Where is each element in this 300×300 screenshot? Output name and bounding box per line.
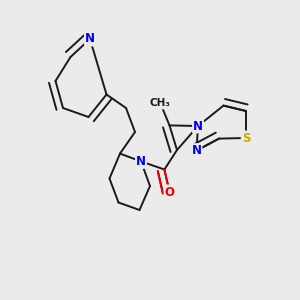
Text: CH₃: CH₃ [150,98,171,109]
Text: N: N [191,144,202,157]
Text: N: N [136,155,146,168]
Text: S: S [242,131,250,145]
Text: O: O [164,185,175,199]
Text: N: N [85,32,95,46]
Text: N: N [193,119,203,133]
